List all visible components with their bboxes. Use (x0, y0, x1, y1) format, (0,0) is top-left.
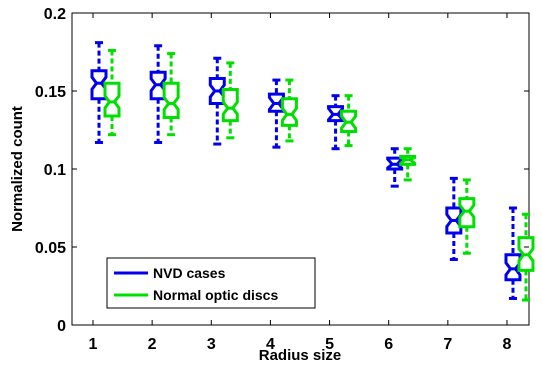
box-normal (517, 212, 535, 302)
box-nvd (445, 176, 463, 261)
box-group (90, 41, 535, 302)
box-body (103, 81, 121, 118)
box-normal (280, 78, 298, 143)
box-nvd (504, 206, 522, 300)
box-normal (340, 94, 358, 148)
box-normal (458, 178, 476, 255)
box-normal (221, 61, 239, 140)
y-axis: 0 0.05 0.1 0.15 0.2 (35, 6, 529, 335)
legend-box (106, 257, 316, 309)
box-normal (162, 52, 180, 137)
box-nvd (327, 94, 345, 151)
y-tick-label: 0.1 (44, 162, 66, 179)
x-tick-label: 8 (503, 336, 512, 353)
legend-label-nvd: NVD cases (153, 265, 226, 281)
y-tick-label: 0 (57, 318, 66, 335)
legend-label-normal: Normal optic discs (153, 287, 278, 303)
box-body (458, 197, 476, 229)
x-tick-label: 4 (266, 336, 275, 353)
y-axis-label: Normalized count (9, 106, 26, 232)
x-axis-label: Radius size (259, 347, 342, 364)
x-axis: 1 2 3 4 5 6 7 8 (89, 13, 512, 353)
x-tick-label: 5 (325, 336, 334, 353)
box-body (162, 81, 180, 120)
x-tick-label: 3 (207, 336, 216, 353)
y-tick-label: 0.2 (44, 6, 66, 23)
legend: NVD cases Normal optic discs (106, 257, 316, 309)
box-body (280, 97, 298, 127)
x-tick-label: 6 (384, 336, 393, 353)
x-tick-label: 2 (148, 336, 157, 353)
box-normal (399, 147, 417, 182)
x-tick-label: 1 (89, 336, 98, 353)
y-tick-label: 0.15 (35, 84, 66, 101)
box-normal (103, 48, 121, 137)
x-tick-label: 7 (443, 336, 452, 353)
box-body (221, 87, 239, 123)
y-tick-label: 0.05 (35, 240, 66, 257)
